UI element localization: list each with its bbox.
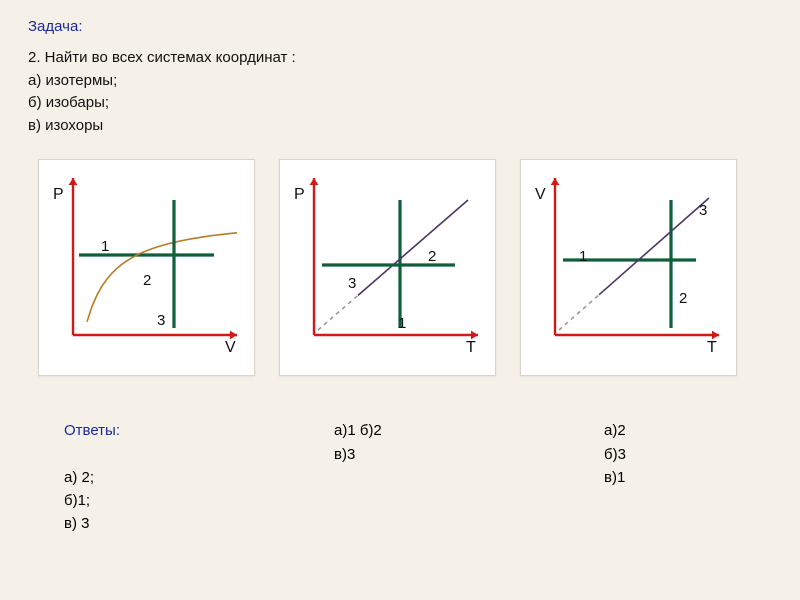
curve-label: 2: [143, 272, 151, 289]
answers-text-3: а)2 б)3 в)1: [604, 422, 626, 486]
curve-label: 3: [699, 202, 707, 219]
answers-text-2: а)1 б)2 в)3: [334, 422, 382, 462]
page: Задача: 2. Найти во всех системах коорди…: [0, 0, 800, 600]
answers-block-1: Ответы: а) 2; б)1; в) 3: [64, 396, 224, 536]
curve-label: 3: [157, 312, 165, 329]
answers-block-2: а)1 б)2 в)3: [334, 396, 494, 536]
answers-label: Ответы:: [64, 422, 120, 439]
curve-label: 2: [679, 290, 687, 307]
problem-text: 2. Найти во всех системах координат : а)…: [28, 47, 772, 137]
charts-row: P V 1 2 3 P T 1 2 3 V T 1 2 3: [38, 159, 772, 376]
axis-label-x: T: [707, 339, 717, 357]
answers-text-1: а) 2; б)1; в) 3: [64, 469, 94, 533]
answers-row: Ответы: а) 2; б)1; в) 3 а)1 б)2 в)3 а)2 …: [64, 396, 772, 536]
chart-pt: P T 1 2 3: [279, 159, 496, 376]
axis-label-x: V: [225, 339, 236, 357]
answers-block-3: а)2 б)3 в)1: [604, 396, 764, 536]
curve-label: 1: [398, 315, 406, 332]
chart-pv: P V 1 2 3: [38, 159, 255, 376]
curve-label: 1: [101, 238, 109, 255]
curve-label: 1: [579, 248, 587, 265]
chart-vt: V T 1 2 3: [520, 159, 737, 376]
axis-label-x: T: [466, 339, 476, 357]
task-label: Задача:: [28, 18, 772, 35]
curve-label: 2: [428, 248, 436, 265]
axis-label-y: P: [53, 186, 64, 204]
axis-label-y: P: [294, 186, 305, 204]
axis-label-y: V: [535, 186, 546, 204]
curve-label: 3: [348, 275, 356, 292]
